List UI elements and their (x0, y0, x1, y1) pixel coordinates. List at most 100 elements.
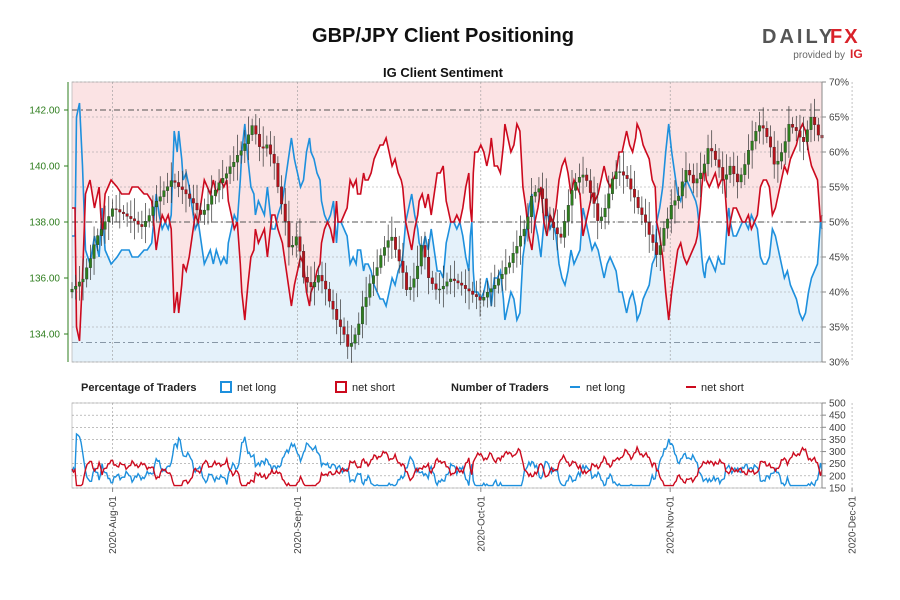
candle-body (118, 209, 122, 213)
candle-body (419, 245, 423, 267)
candle-body (77, 281, 81, 287)
candle-body (526, 216, 530, 230)
candle-body (272, 153, 276, 164)
candle-body (706, 148, 710, 165)
candle-body (155, 200, 159, 208)
candle-body (305, 277, 309, 283)
candle-body (541, 188, 545, 199)
candle-body (379, 255, 383, 268)
candle-body (805, 129, 809, 142)
candle-body (217, 182, 221, 191)
candle-body (658, 245, 662, 255)
candle-body (471, 290, 475, 295)
candle-body (412, 278, 416, 288)
candle-body (331, 300, 335, 310)
candle-body (221, 178, 225, 183)
price-tick-label: 136.00 (29, 274, 60, 285)
candle-body (655, 242, 659, 255)
candle-body (335, 308, 339, 320)
legend-pct-short-label: net short (352, 382, 395, 394)
candle-body (585, 174, 589, 181)
logo-daily-text: DAILY (762, 26, 835, 48)
candle-body (173, 180, 177, 183)
candle-body (691, 174, 695, 184)
candle-body (224, 173, 228, 179)
candle-body (81, 278, 85, 283)
candle-body (184, 189, 188, 195)
legend-pct-long-label: net long (237, 382, 276, 394)
candle-body (456, 280, 460, 284)
candle-body (202, 209, 206, 215)
candle-body (386, 240, 390, 248)
candle-body (276, 163, 280, 187)
candle-body (342, 326, 346, 335)
date-axis: 2020-Aug-01 2020-Sep-01 2020-Oct-01 2020-No… (108, 488, 859, 554)
candle-body (434, 283, 438, 290)
candle-body (780, 152, 784, 162)
candle-body (735, 173, 739, 183)
chart-subtitle: IG Client Sentiment (383, 65, 504, 80)
candle-body (758, 125, 761, 132)
candle-body (813, 116, 817, 125)
candle-body (721, 167, 725, 180)
candle-body (416, 265, 420, 279)
net-long-area (72, 103, 822, 362)
candle-body (599, 216, 603, 221)
candle-body (769, 136, 772, 148)
candle-body (651, 234, 655, 243)
candle-body (405, 272, 409, 290)
candle-body (644, 214, 647, 223)
candle-body (449, 278, 453, 282)
candle-body (99, 229, 103, 236)
candle-body (566, 205, 570, 222)
candle-body (467, 288, 471, 292)
candle-body (309, 282, 313, 288)
candle-body (368, 283, 372, 298)
candle-body (702, 163, 706, 174)
candle-body (166, 186, 170, 191)
percent-axis: 30% 35% 40% 45% 50% 55% 60% 65% 70% (821, 78, 849, 369)
candle-body (680, 181, 684, 197)
candle-body (122, 211, 125, 214)
candle-body (441, 285, 445, 290)
candle-body (239, 150, 243, 156)
pct-tick-label: 30% (829, 358, 849, 369)
candle-body (70, 288, 74, 293)
count-tick-label: 400 (829, 423, 846, 434)
candle-body (482, 297, 486, 301)
candle-body (265, 144, 269, 149)
candle-body (500, 274, 504, 279)
candle-body (401, 260, 405, 273)
legend-pct-heading: Percentage of Traders (81, 382, 197, 394)
candle-body (537, 188, 541, 193)
candle-body (74, 286, 78, 290)
candle-body (136, 220, 140, 225)
candle-body (669, 205, 673, 220)
pct-tick-label: 35% (829, 323, 849, 334)
candle-body (103, 221, 107, 230)
candle-body (754, 131, 758, 142)
candle-body (559, 233, 563, 238)
candle-body (243, 143, 247, 151)
candle-body (364, 297, 368, 307)
lower-frame (71, 402, 823, 489)
candle-body (195, 202, 199, 211)
candle-body (688, 170, 692, 176)
candle-body (761, 125, 765, 129)
candle-body (133, 218, 136, 222)
candle-body (489, 288, 493, 293)
candle-body (530, 196, 534, 217)
date-tick-label: 2020-Sep-01 (293, 496, 304, 554)
candle-body (662, 228, 666, 246)
candle-body (798, 130, 802, 138)
candle-body (88, 258, 92, 268)
candle-body (504, 267, 508, 275)
candle-body (169, 180, 173, 187)
candle-body (640, 207, 644, 215)
candle-body (460, 282, 464, 286)
candle-body (144, 221, 147, 227)
